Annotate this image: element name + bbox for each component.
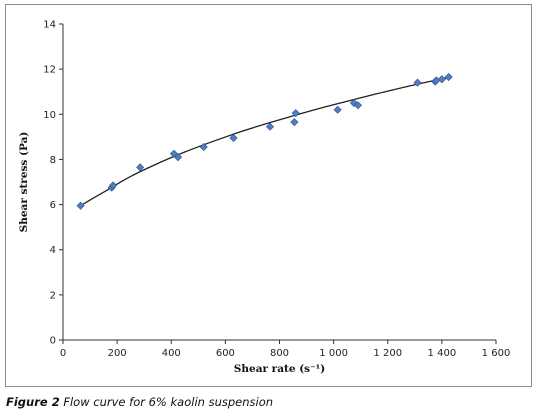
y-tick-label: 12 [43, 65, 56, 76]
y-tick-label: 6 [50, 200, 56, 211]
x-tick-label: 1 400 [428, 348, 457, 359]
y-axis-label: Shear stress (Pa) [18, 132, 30, 233]
x-tick-label: 400 [162, 348, 181, 359]
x-axis-label: Shear rate (s⁻¹) [234, 363, 325, 375]
trendline-layer [80, 76, 449, 207]
data-point-diamond [136, 163, 145, 172]
flow-curve-chart: 0 2 4 6 8 10 12 14 0 200 400 600 800 1 000 1 200 1 400 1… [18, 20, 510, 376]
data-point-diamond [199, 142, 208, 152]
data-point-diamond [291, 109, 300, 118]
y-tick-label: 2 [50, 290, 56, 301]
data-point-diamond [437, 75, 446, 84]
x-tick-label: 0 [60, 348, 66, 359]
y-tick-label: 10 [43, 110, 56, 121]
caption-text: Flow curve for 6% kaolin suspension [59, 395, 274, 409]
data-point-diamond [229, 133, 238, 143]
x-tick-label: 600 [216, 348, 235, 359]
y-tick-label: 14 [43, 20, 56, 31]
data-points [76, 73, 453, 210]
data-point-diamond [444, 73, 453, 82]
chart-frame: 0 2 4 6 8 10 12 14 0 200 400 600 800 1 000 1 200 1 400 1… [5, 4, 532, 387]
y-tick-label: 4 [50, 245, 56, 256]
figure-caption: Figure 2 Flow curve for 6% kaolin suspen… [6, 395, 273, 409]
chart-axes: 0 2 4 6 8 10 12 14 0 200 400 600 800 1 000 1 200 1 400 1… [43, 20, 510, 360]
data-point-diamond [109, 181, 118, 190]
x-tick-label: 1 600 [482, 348, 511, 359]
data-point-diamond [333, 105, 342, 114]
data-point-diamond [290, 118, 299, 127]
data-point-diamond [353, 101, 363, 110]
trendline-curve [80, 76, 449, 207]
data-point-diamond [173, 153, 183, 162]
data-point-diamond [76, 201, 85, 210]
x-tick-label: 800 [270, 348, 289, 359]
x-tick-label: 1 200 [373, 348, 402, 359]
data-point-diamond [413, 78, 422, 87]
y-tick-label: 8 [50, 155, 56, 166]
x-tick-label: 200 [108, 348, 127, 359]
data-point-diamond [266, 122, 275, 131]
y-tick-label: 0 [50, 336, 56, 347]
caption-label: Figure 2 [6, 395, 60, 409]
x-tick-label: 1 000 [319, 348, 348, 359]
